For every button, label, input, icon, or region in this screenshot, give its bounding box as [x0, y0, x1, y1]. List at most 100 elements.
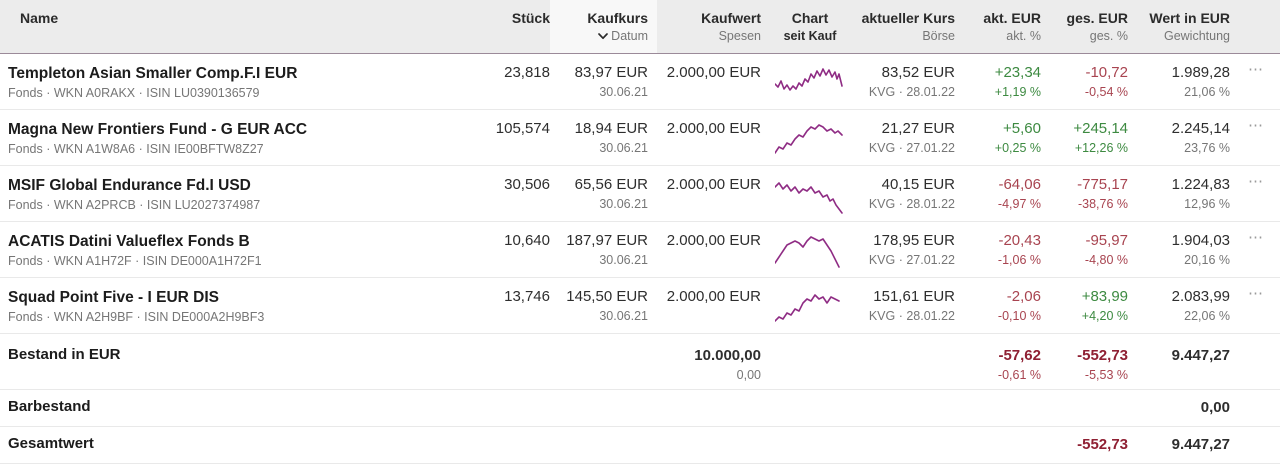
gewichtung-value: 22,06 %: [1184, 309, 1230, 323]
column-sublabel: seit Kauf: [783, 29, 837, 43]
aktueller-kurs-cell: 83,52 EUR KVG · 28.01.22: [850, 54, 958, 101]
kaufkurs-datum: 30.06.21: [599, 141, 648, 155]
column-header-akt-eur[interactable]: akt. EUR akt. %: [958, 0, 1044, 53]
column-header-name[interactable]: Name: [0, 0, 421, 53]
barbestand-row: Barbestand 0,00: [0, 390, 1280, 427]
akt-pct-value: +1,19 %: [994, 85, 1041, 99]
row-actions-cell: ⋯: [1233, 166, 1280, 192]
kurs-info: KVG · 27.01.22: [868, 141, 955, 155]
row-menu-button[interactable]: ⋯: [1248, 229, 1265, 246]
ges-pct-value: +12,26 %: [1074, 141, 1128, 155]
bestand-akt-cell: -57,62 -0,61 %: [958, 334, 1044, 384]
fund-name-cell: MSIF Global Endurance Fd.I USD Fonds · W…: [0, 166, 421, 214]
aktueller-kurs-cell: 40,15 EUR KVG · 28.01.22: [850, 166, 958, 213]
kurs-value: 178,95 EUR: [873, 232, 955, 249]
barbestand-wert-value: 0,00: [1200, 399, 1230, 416]
ges-eur-cell: +83,99 +4,20 %: [1044, 278, 1131, 325]
kaufkurs-cell: 83,97 EUR 30.06.21: [550, 54, 657, 101]
column-label: Stück: [511, 10, 550, 26]
column-header-aktueller-kurs[interactable]: aktueller Kurs Börse: [850, 0, 958, 53]
bestand-ges-pct-value: -5,53 %: [1084, 368, 1128, 382]
fund-name-link[interactable]: Squad Point Five - I EUR DIS: [8, 289, 219, 306]
column-header-stueck[interactable]: Stück: [421, 0, 550, 53]
fund-details: Fonds · WKN A1H72F · ISIN DE000A1H72F1: [8, 254, 262, 268]
kaufkurs-value: 65,56 EUR: [574, 176, 648, 193]
kaufwert-value: 2.000,00 EUR: [666, 288, 761, 305]
stueck-cell: 30,506: [421, 166, 550, 195]
kaufwert-cell: 2.000,00 EUR: [657, 222, 770, 251]
kaufkurs-datum: 30.06.21: [599, 197, 648, 211]
ges-pct-value: +4,20 %: [1081, 309, 1128, 323]
wert-value: 2.245,14: [1171, 120, 1230, 137]
akt-pct-value: +0,25 %: [994, 141, 1041, 155]
kaufkurs-datum: 30.06.21: [599, 253, 648, 267]
fund-name-link[interactable]: ACATIS Datini Valueflex Fonds B: [8, 233, 250, 250]
wert-cell: 1.904,03 20,16 %: [1131, 222, 1233, 269]
fund-name-cell: Squad Point Five - I EUR DIS Fonds · WKN…: [0, 278, 421, 326]
kurs-value: 40,15 EUR: [881, 176, 955, 193]
fund-details: Fonds · WKN A0RAKX · ISIN LU0390136579: [8, 86, 260, 100]
row-menu-button[interactable]: ⋯: [1248, 285, 1265, 302]
chart-cell: [770, 166, 850, 219]
akt-eur-value: -64,06: [998, 176, 1041, 193]
row-menu-button[interactable]: ⋯: [1248, 117, 1265, 134]
akt-eur-value: -2,06: [1006, 288, 1041, 305]
wert-cell: 1.989,28 21,06 %: [1131, 54, 1233, 101]
kaufwert-value: 2.000,00 EUR: [666, 176, 761, 193]
akt-pct-value: -1,06 %: [997, 253, 1041, 267]
fund-name-link[interactable]: Templeton Asian Smaller Comp.F.I EUR: [8, 65, 298, 82]
column-sublabel: Spesen: [718, 29, 761, 43]
table-row: ACATIS Datini Valueflex Fonds B Fonds · …: [0, 222, 1280, 278]
akt-eur-cell: -64,06 -4,97 %: [958, 166, 1044, 213]
bestand-ges-cell: -552,73 -5,53 %: [1044, 334, 1131, 384]
wert-value: 1.989,28: [1171, 64, 1230, 81]
gewichtung-value: 21,06 %: [1184, 85, 1230, 99]
column-header-kaufwert[interactable]: Kaufwert Spesen: [657, 0, 770, 53]
table-body: Templeton Asian Smaller Comp.F.I EUR Fon…: [0, 54, 1280, 334]
fund-name-link[interactable]: MSIF Global Endurance Fd.I USD: [8, 177, 251, 194]
column-header-chart[interactable]: Chart seit Kauf: [770, 0, 850, 53]
column-label: Wert in EUR: [1149, 10, 1230, 26]
column-label: ges. EUR: [1066, 10, 1128, 26]
gewichtung-value: 20,16 %: [1184, 253, 1230, 267]
akt-eur-cell: +5,60 +0,25 %: [958, 110, 1044, 157]
ges-eur-value: +245,14: [1073, 120, 1128, 137]
barbestand-label: Barbestand: [8, 398, 91, 415]
table-header: Name Stück Kaufkurs Datum Kaufwert Spese…: [0, 0, 1280, 54]
fund-name-cell: Magna New Frontiers Fund - G EUR ACC Fon…: [0, 110, 421, 158]
column-header-ges-eur[interactable]: ges. EUR ges. %: [1044, 0, 1131, 53]
column-sublabel: Börse: [922, 29, 955, 43]
stueck-value: 23,818: [504, 64, 550, 81]
bestand-label: Bestand in EUR: [8, 346, 121, 363]
stueck-cell: 10,640: [421, 222, 550, 251]
gewichtung-value: 23,76 %: [1184, 141, 1230, 155]
chevron-down-icon: [598, 33, 609, 40]
wert-cell: 2.245,14 23,76 %: [1131, 110, 1233, 157]
fund-name-cell: ACATIS Datini Valueflex Fonds B Fonds · …: [0, 222, 421, 270]
kaufkurs-datum: 30.06.21: [599, 309, 648, 323]
akt-eur-cell: +23,34 +1,19 %: [958, 54, 1044, 101]
chart-cell: [770, 222, 850, 275]
akt-pct-value: -4,97 %: [997, 197, 1041, 211]
gesamtwert-label: Gesamtwert: [8, 435, 94, 452]
stueck-value: 10,640: [504, 232, 550, 249]
column-header-kaufkurs-sorted[interactable]: Kaufkurs Datum: [550, 0, 657, 53]
column-sublabel: Datum: [611, 29, 648, 43]
row-menu-button[interactable]: ⋯: [1248, 173, 1265, 190]
fund-name-link[interactable]: Magna New Frontiers Fund - G EUR ACC: [8, 121, 308, 138]
kaufwert-value: 2.000,00 EUR: [666, 232, 761, 249]
table-row: MSIF Global Endurance Fd.I USD Fonds · W…: [0, 166, 1280, 222]
ges-eur-cell: -95,97 -4,80 %: [1044, 222, 1131, 269]
kurs-value: 83,52 EUR: [881, 64, 955, 81]
kaufwert-cell: 2.000,00 EUR: [657, 166, 770, 195]
stueck-cell: 23,818: [421, 54, 550, 83]
row-actions-cell: ⋯: [1233, 278, 1280, 304]
wert-value: 1.904,03: [1171, 232, 1230, 249]
bestand-ges-eur-value: -552,73: [1077, 347, 1128, 364]
row-menu-button[interactable]: ⋯: [1248, 61, 1265, 78]
row-actions-cell: ⋯: [1233, 54, 1280, 80]
column-header-wert-in-eur[interactable]: Wert in EUR Gewichtung: [1131, 0, 1233, 53]
fund-name-cell: Templeton Asian Smaller Comp.F.I EUR Fon…: [0, 54, 421, 102]
kurs-info: KVG · 28.01.22: [868, 197, 955, 211]
stueck-cell: 105,574: [421, 110, 550, 139]
